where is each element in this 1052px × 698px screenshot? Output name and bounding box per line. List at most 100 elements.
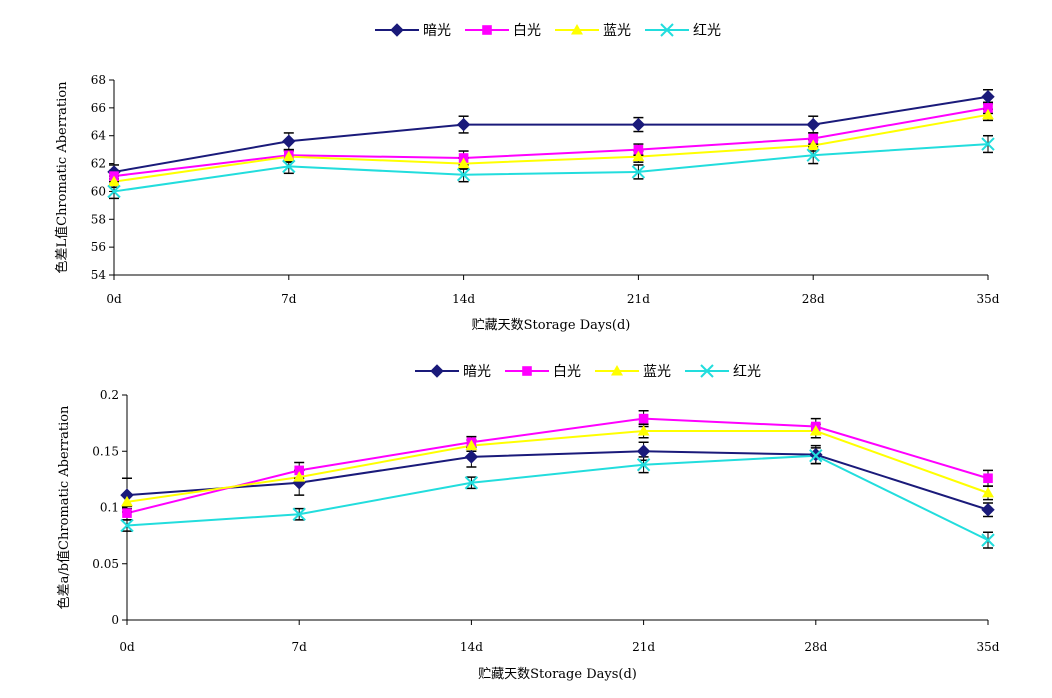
- marker-triangle: [282, 150, 295, 162]
- y-tick-label: 62: [91, 157, 106, 171]
- legend-label: 红光: [693, 23, 721, 39]
- chart-panel-ab-value: 暗光 白光 蓝光 红光 0 0.05 0.1 0.15 0.2 0d 7d 14d 21d 28d 35d…: [0, 352, 1052, 698]
- marker-x: [456, 168, 471, 182]
- series-line: [126, 450, 989, 511]
- marker-x: [631, 165, 646, 179]
- marker-triangle: [571, 24, 583, 35]
- marker-triangle: [457, 157, 470, 169]
- x-tick-label: 28d: [802, 292, 825, 306]
- legend-label: 暗光: [423, 23, 451, 39]
- y-tick-label: 0.1: [100, 501, 119, 515]
- legend-item: 白光: [465, 20, 541, 40]
- legend-item: 蓝光: [595, 361, 671, 381]
- x-axis-title: 贮藏天数Storage Days(d): [478, 667, 637, 682]
- x-tick-label: 35d: [977, 640, 1000, 654]
- marker-triangle: [982, 108, 994, 120]
- legend-label: 蓝光: [643, 364, 671, 380]
- marker-square: [294, 465, 304, 476]
- x-tick-label: 7d: [281, 292, 297, 306]
- marker-square: [122, 508, 132, 518]
- marker-square: [808, 133, 818, 144]
- x-tick-label: 0d: [119, 640, 135, 654]
- y-tick-label: 0: [111, 613, 119, 627]
- legend-item: 暗光: [415, 361, 491, 381]
- y-tick-label: 60: [91, 184, 106, 198]
- marker-triangle: [293, 471, 306, 482]
- x-tick-label: 21d: [627, 292, 650, 306]
- series-line: [113, 106, 989, 178]
- legend-swatch: [415, 364, 459, 378]
- marker-triangle: [465, 439, 478, 451]
- y-axis-title: 色差a/b值Chromatic Aberration: [56, 405, 72, 609]
- marker-x: [636, 458, 651, 472]
- marker-x: [981, 137, 995, 151]
- marker-square: [482, 25, 492, 35]
- marker-triangle: [632, 150, 645, 162]
- legend-label: 暗光: [463, 364, 491, 380]
- marker-triangle: [121, 495, 133, 507]
- y-tick-label: 56: [91, 240, 106, 254]
- legend-swatch: [685, 364, 729, 378]
- legend-swatch: [555, 24, 599, 35]
- legend-item: 暗光: [375, 20, 451, 40]
- marker-diamond: [981, 90, 995, 104]
- x-tick-label: 14d: [460, 640, 483, 654]
- y-tick-label: 66: [91, 101, 106, 115]
- y-axis-title: 色差L值Chromatic Aberration: [54, 81, 70, 274]
- legend-label: 蓝光: [603, 23, 631, 39]
- y-tick-label: 0.2: [100, 388, 119, 402]
- x-tick-label: 0d: [106, 292, 122, 306]
- marker-triangle: [611, 365, 623, 376]
- legend: 暗光 白光 蓝光 红光: [375, 20, 721, 40]
- series-line: [126, 454, 989, 542]
- y-tick-label: 64: [91, 129, 107, 143]
- chart-panel-l-value: 暗光 白光 蓝光 红光 54 56 58 60 62 64 66 68 0d 7d 14d 21d 28d 35…: [0, 0, 1052, 345]
- y-tick-label: 68: [91, 73, 106, 87]
- legend-swatch: [645, 23, 689, 37]
- marker-square: [638, 413, 649, 424]
- marker-triangle: [982, 486, 994, 498]
- marker-triangle: [637, 425, 650, 436]
- marker-triangle: [807, 139, 820, 150]
- legend-item: 红光: [685, 361, 761, 381]
- marker-square: [983, 473, 993, 484]
- marker-x: [806, 148, 820, 162]
- marker-diamond: [430, 364, 444, 378]
- marker-diamond: [631, 117, 646, 132]
- marker-x: [292, 507, 306, 521]
- marker-x: [809, 449, 823, 463]
- marker-diamond: [636, 444, 651, 458]
- marker-triangle: [809, 425, 822, 436]
- marker-diamond: [464, 450, 479, 464]
- marker-x: [120, 518, 134, 533]
- marker-x: [107, 184, 121, 199]
- legend-label: 白光: [553, 364, 581, 380]
- marker-square: [983, 103, 993, 113]
- marker-x: [700, 364, 714, 378]
- y-tick-label: 0.15: [92, 444, 119, 458]
- marker-x: [981, 533, 995, 547]
- plot-area: 54 56 58 60 62 64 66 68 0d 7d 14d 21d 28d 35d 贮藏天数Stor…: [54, 73, 1000, 333]
- series-line: [113, 113, 989, 183]
- x-tick-label: 21d: [632, 640, 655, 654]
- marker-diamond: [806, 117, 820, 132]
- marker-diamond: [456, 117, 471, 132]
- legend-item: 红光: [645, 20, 721, 40]
- x-tick-label: 14d: [452, 292, 475, 306]
- series-line: [113, 143, 989, 193]
- legend-label: 红光: [733, 364, 761, 380]
- marker-square: [522, 366, 532, 376]
- y-tick-label: 54: [91, 268, 107, 282]
- marker-diamond: [390, 23, 404, 37]
- legend: 暗光 白光 蓝光 红光: [415, 361, 761, 381]
- legend-swatch: [375, 23, 419, 37]
- legend-item: 白光: [505, 361, 581, 381]
- marker-x: [660, 23, 674, 37]
- legend-item: 蓝光: [555, 20, 631, 40]
- marker-x: [464, 476, 479, 490]
- legend-swatch: [505, 366, 549, 376]
- y-tick-label: 0.05: [92, 557, 119, 571]
- series-line: [126, 417, 989, 515]
- marker-triangle: [108, 175, 120, 187]
- x-tick-label: 28d: [804, 640, 827, 654]
